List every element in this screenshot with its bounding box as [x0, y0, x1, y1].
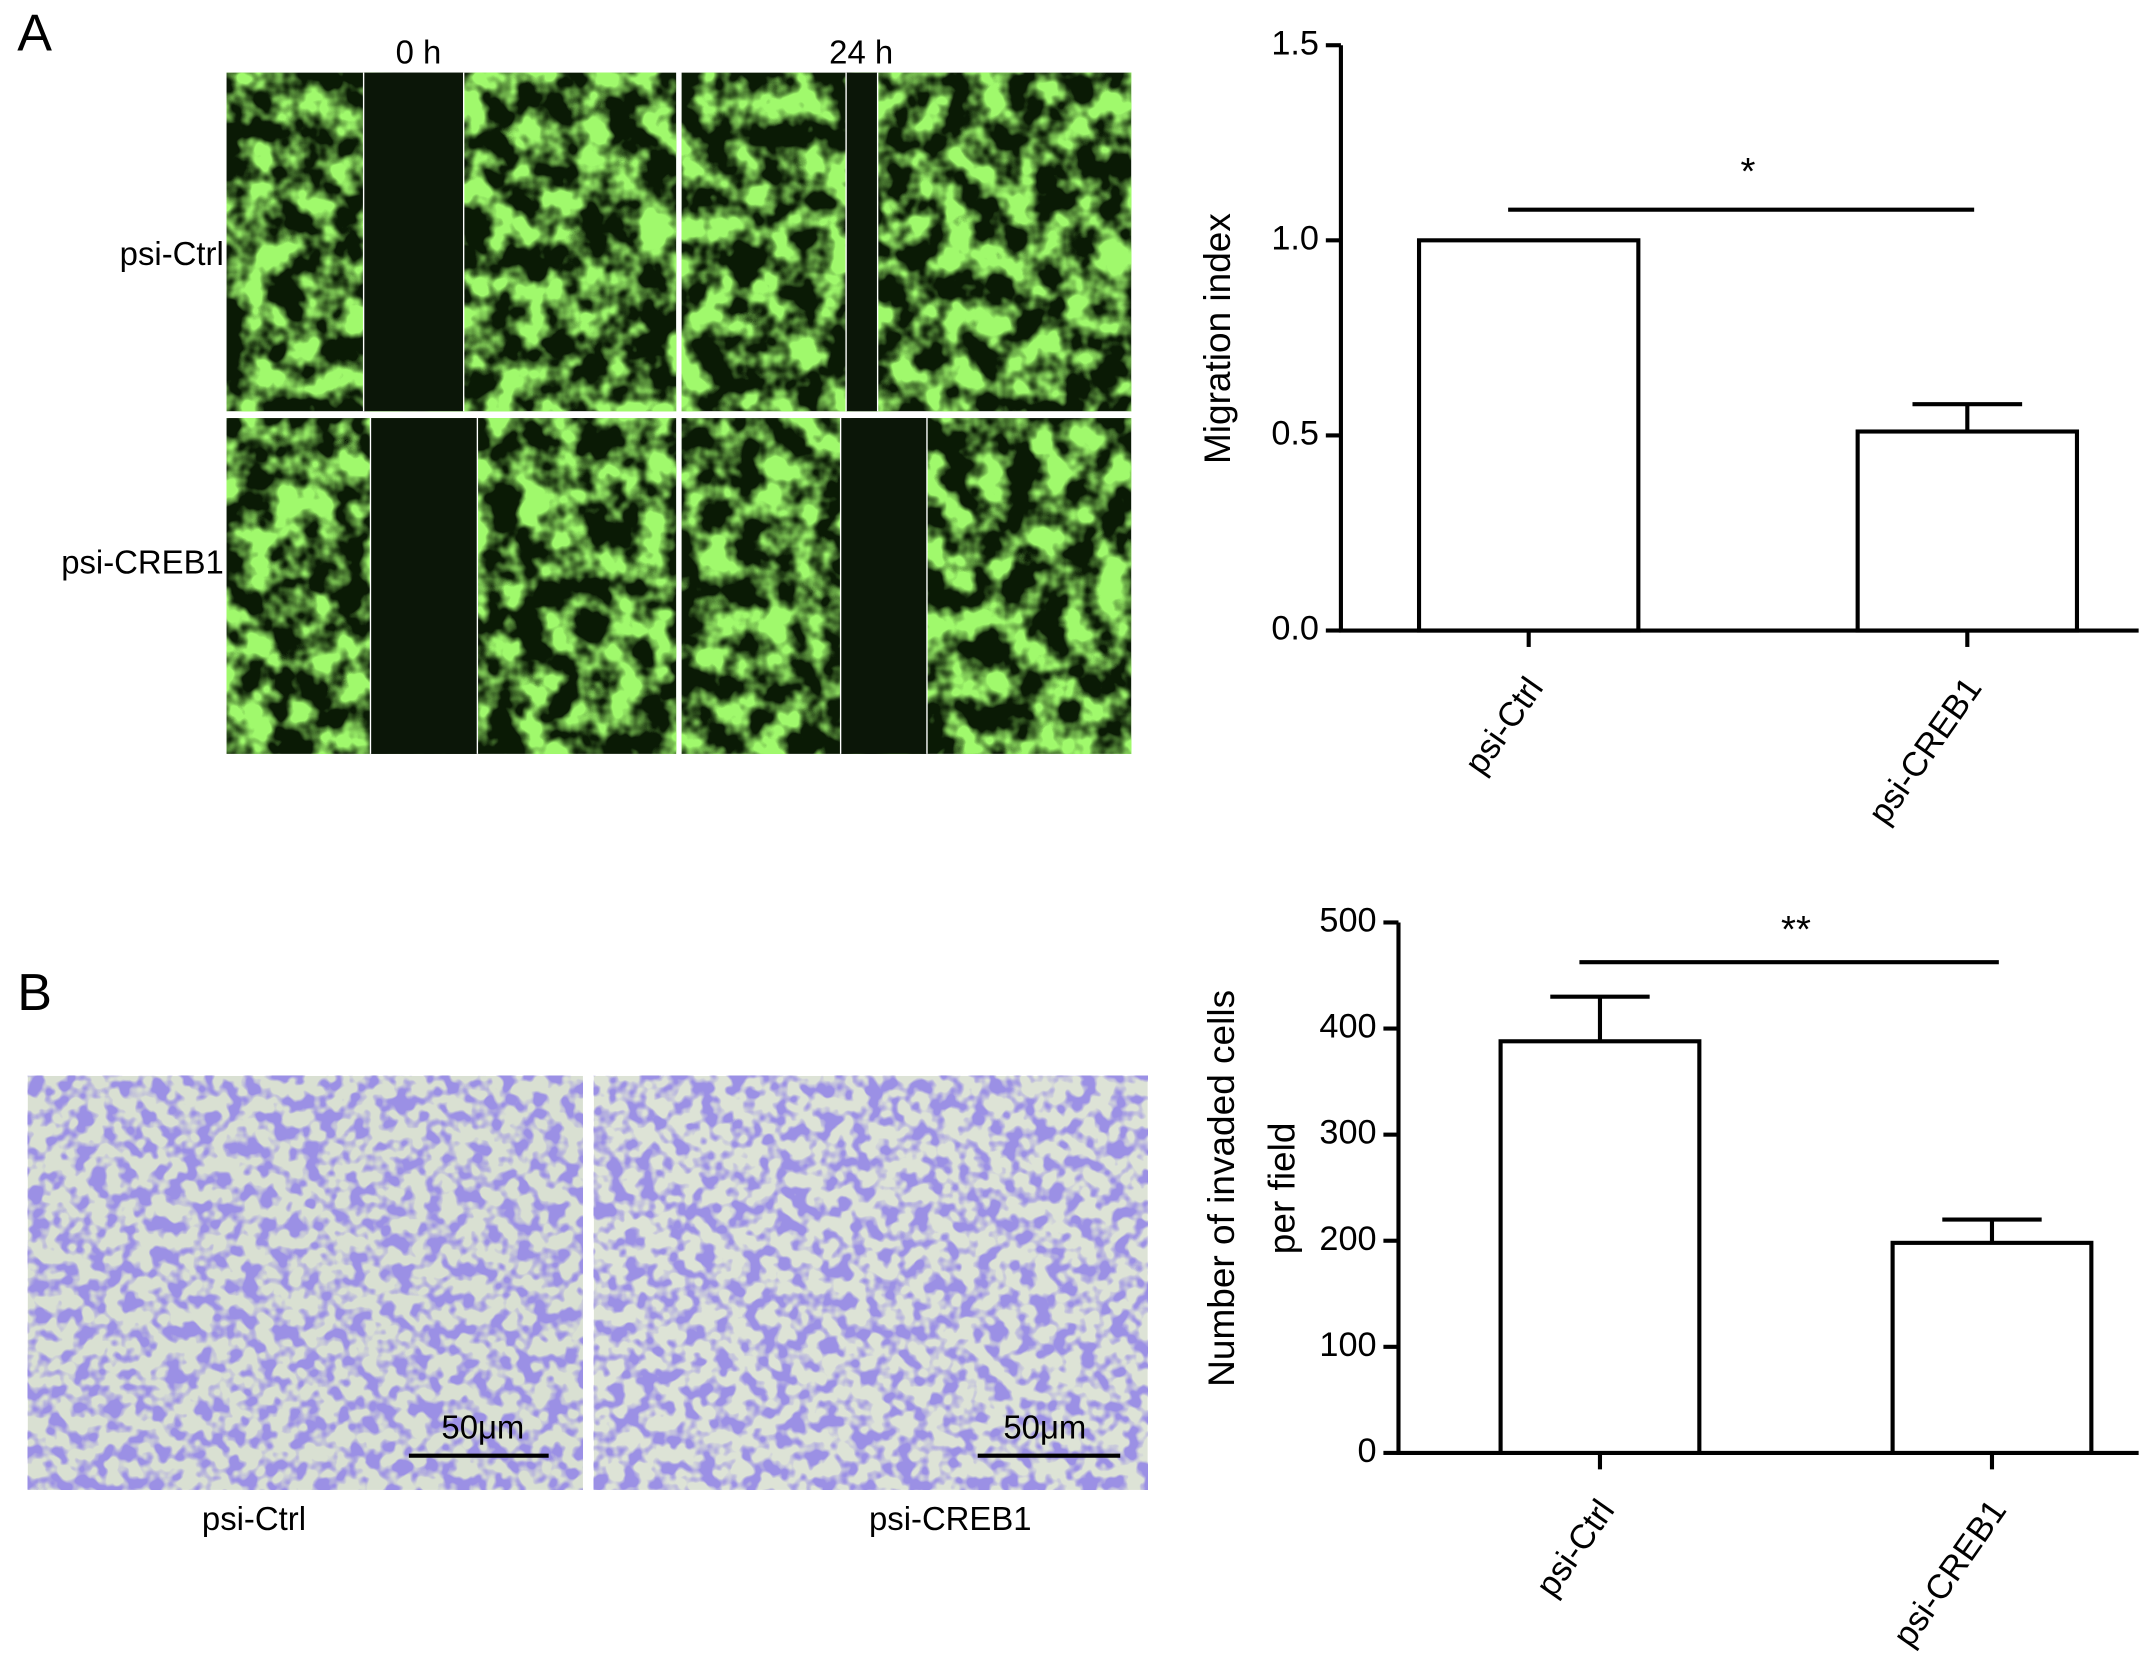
bar — [1890, 1240, 2094, 1455]
x-tick-label: psi-Ctrl — [1458, 671, 1551, 782]
y-tick-label: 200 — [1319, 1220, 1376, 1258]
y-tick-label: 1.0 — [1271, 219, 1319, 257]
y-axis-label: Number of invaded cells — [1201, 990, 1242, 1387]
image-label: psi-Ctrl — [202, 1500, 306, 1537]
image — [593, 1075, 1148, 1490]
error-bar — [1550, 994, 1650, 1042]
wound-gap — [846, 72, 878, 412]
column-label: 0 h — [396, 34, 442, 71]
y-tick-label: 0.0 — [1271, 610, 1319, 648]
y-tick-label: 500 — [1319, 902, 1376, 940]
y-tick-label: 100 — [1319, 1326, 1376, 1364]
image — [681, 72, 1132, 412]
error-bar — [1942, 1217, 2042, 1243]
panel-label: A — [17, 5, 52, 63]
panel-label: B — [17, 964, 52, 1022]
column-label: 24 h — [829, 34, 893, 71]
significance-label: * — [1741, 150, 1756, 193]
significance-label: ** — [1781, 908, 1811, 951]
image-label: psi-CREB1 — [869, 1500, 1032, 1537]
wound-gap — [363, 72, 464, 412]
wound-gap — [840, 418, 927, 754]
image — [27, 1075, 583, 1490]
bar — [1855, 429, 2080, 633]
bar — [1498, 1039, 1702, 1455]
transwell-images — [27, 1075, 1148, 1490]
y-tick-label: 0.5 — [1271, 414, 1319, 452]
wound-gap — [370, 418, 478, 754]
y-axis-label: per field — [1261, 1123, 1302, 1255]
x-tick-label: psi-Ctrl — [1529, 1493, 1622, 1604]
x-tick-label: psi-CREB1 — [1886, 1493, 2014, 1654]
row-label: psi-Ctrl — [120, 235, 224, 272]
wound-images — [226, 72, 1132, 754]
scale-bar-label: 50μm — [1003, 1408, 1086, 1445]
x-tick-label: psi-CREB1 — [1861, 671, 1989, 832]
y-tick-label: 300 — [1319, 1114, 1376, 1152]
bar — [1416, 238, 1641, 633]
y-tick-label: 400 — [1319, 1008, 1376, 1046]
row-label: psi-CREB1 — [61, 543, 224, 580]
y-tick-label: 0 — [1357, 1432, 1376, 1470]
y-tick-label: 1.5 — [1271, 24, 1319, 62]
error-bar — [1912, 402, 2023, 432]
y-axis-label: Migration index — [1197, 213, 1238, 464]
scale-bar-label: 50μm — [441, 1408, 524, 1445]
